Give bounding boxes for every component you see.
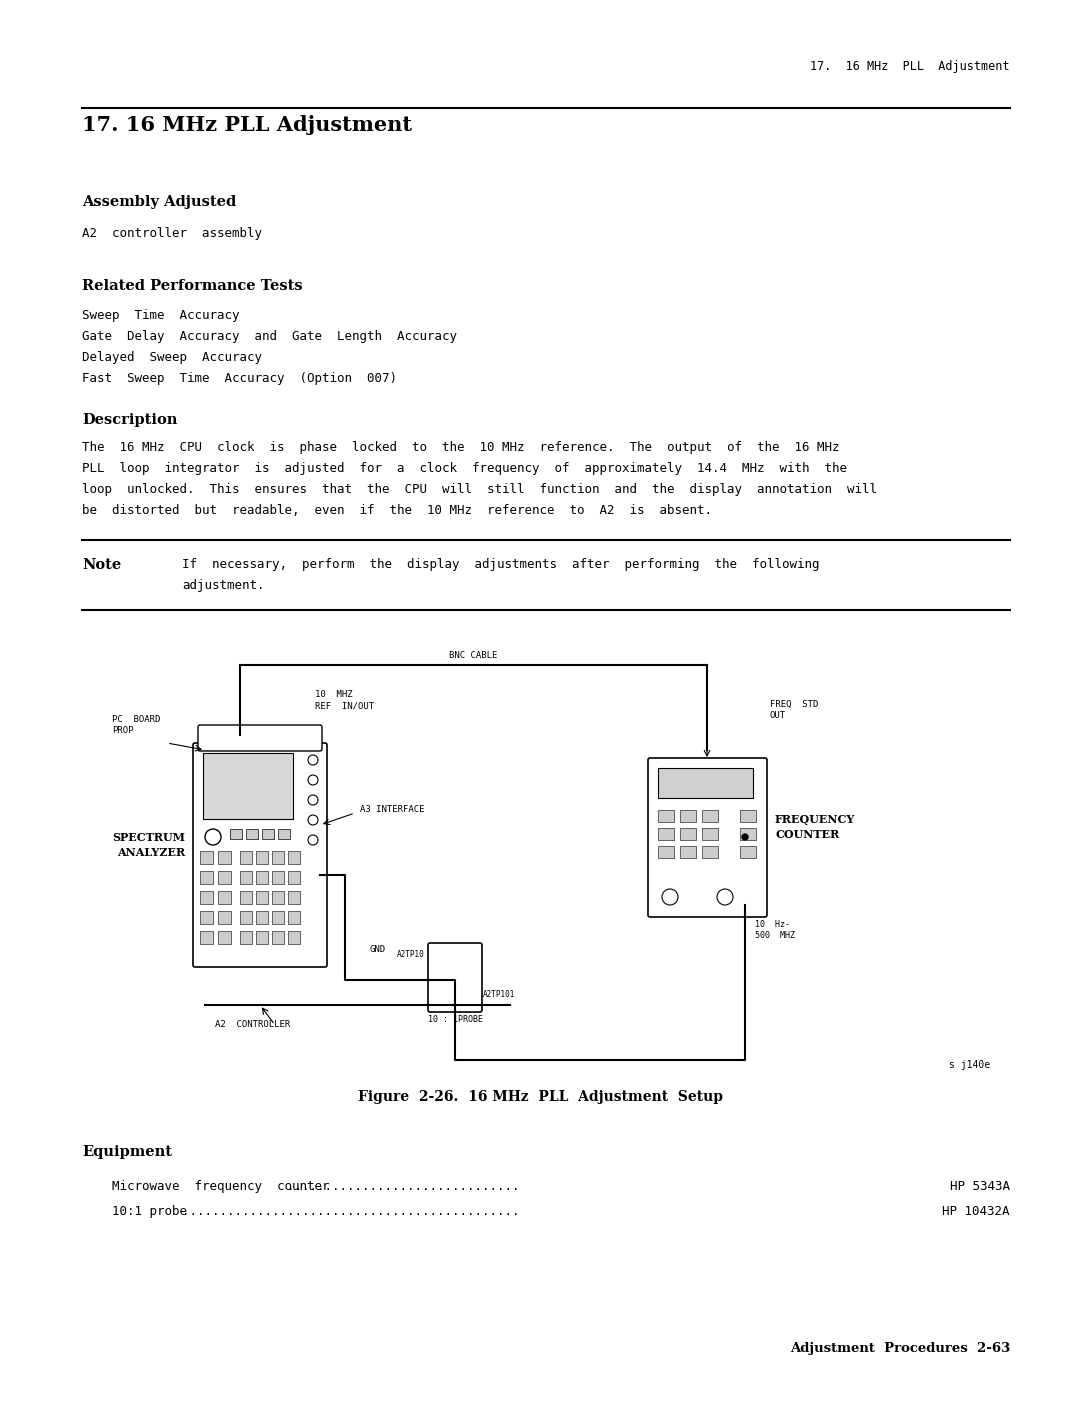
Text: A2  controller  assembly: A2 controller assembly [82, 228, 262, 240]
Bar [200, 932, 213, 944]
Bar [272, 851, 284, 864]
Text: FREQUENCY
COUNTER: FREQUENCY COUNTER [775, 815, 855, 840]
Text: Figure  2-26.  16 MHz  PLL  Adjustment  Setup: Figure 2-26. 16 MHz PLL Adjustment Setup [357, 1090, 723, 1104]
Text: s j140e: s j140e [949, 1059, 990, 1071]
Bar [658, 828, 674, 840]
Bar [240, 891, 252, 903]
Text: 10  MHZ
REF  IN/OUT: 10 MHZ REF IN/OUT [315, 690, 374, 710]
Text: Related Performance Tests: Related Performance Tests [82, 280, 302, 294]
Text: 10  Hz-
500  MHZ: 10 Hz- 500 MHZ [755, 920, 795, 940]
Bar [256, 851, 268, 864]
Bar [240, 932, 252, 944]
Text: If  necessary,  perform  the  display  adjustments  after  performing  the  foll: If necessary, perform the display adjust… [183, 558, 820, 570]
Bar [256, 932, 268, 944]
Text: 17.  16 MHz  PLL  Adjustment: 17. 16 MHz PLL Adjustment [810, 60, 1010, 73]
FancyBboxPatch shape [428, 943, 482, 1012]
Bar [288, 891, 300, 903]
Bar [262, 829, 274, 839]
Text: Sweep  Time  Accuracy: Sweep Time Accuracy [82, 309, 240, 322]
Bar [680, 828, 696, 840]
Bar [256, 871, 268, 884]
Bar [240, 871, 252, 884]
Bar [200, 891, 213, 903]
Text: ...............................: ............................... [287, 1180, 519, 1193]
Text: A2TP10: A2TP10 [397, 950, 426, 960]
Bar [740, 811, 756, 822]
Bar [240, 910, 252, 924]
Text: PC  BOARD
PROP: PC BOARD PROP [112, 715, 160, 735]
Text: loop  unlocked.  This  ensures  that  the  CPU  will  still  function  and  the : loop unlocked. This ensures that the CPU… [82, 483, 877, 496]
Text: Description: Description [82, 413, 177, 427]
Text: Adjustment  Procedures  2-63: Adjustment Procedures 2-63 [789, 1342, 1010, 1354]
Bar [658, 846, 674, 858]
Bar [288, 851, 300, 864]
Text: 17. 16 MHz PLL Adjustment: 17. 16 MHz PLL Adjustment [82, 115, 411, 135]
Bar [702, 846, 718, 858]
Bar [218, 871, 231, 884]
Bar [288, 932, 300, 944]
Text: 10:1 probe: 10:1 probe [112, 1205, 187, 1218]
Bar [272, 891, 284, 903]
Text: Delayed  Sweep  Accuracy: Delayed Sweep Accuracy [82, 351, 262, 364]
Bar [200, 910, 213, 924]
Bar [218, 910, 231, 924]
Bar [272, 871, 284, 884]
Bar [278, 829, 291, 839]
Bar [702, 828, 718, 840]
Text: FREQ  STD
OUT: FREQ STD OUT [770, 700, 819, 721]
Text: HP 5343A: HP 5343A [950, 1180, 1010, 1193]
Bar [240, 851, 252, 864]
Bar [200, 851, 213, 864]
Bar [680, 811, 696, 822]
Bar [658, 811, 674, 822]
FancyBboxPatch shape [193, 743, 327, 967]
Text: .............................................: ........................................… [183, 1205, 519, 1218]
Bar [218, 851, 231, 864]
Text: Assembly Adjusted: Assembly Adjusted [82, 195, 237, 209]
Text: be  distorted  but  readable,  even  if  the  10 MHz  reference  to  A2  is  abs: be distorted but readable, even if the 1… [82, 504, 712, 517]
Bar [740, 846, 756, 858]
FancyBboxPatch shape [648, 759, 767, 917]
Text: Note: Note [82, 558, 121, 572]
Bar [658, 769, 753, 798]
Text: 10 : 1PROBE: 10 : 1PROBE [428, 1014, 483, 1024]
Text: GND: GND [370, 946, 387, 954]
Bar [288, 871, 300, 884]
Text: The  16 MHz  CPU  clock  is  phase  locked  to  the  10 MHz  reference.  The  ou: The 16 MHz CPU clock is phase locked to … [82, 441, 839, 454]
Text: Equipment: Equipment [82, 1145, 172, 1159]
Bar [702, 811, 718, 822]
Text: SPECTRUM
ANALYZER: SPECTRUM ANALYZER [112, 832, 185, 858]
Text: Gate  Delay  Accuracy  and  Gate  Length  Accuracy: Gate Delay Accuracy and Gate Length Accu… [82, 330, 457, 343]
Bar [740, 828, 756, 840]
Bar [256, 891, 268, 903]
Bar [246, 829, 258, 839]
Bar [256, 910, 268, 924]
Text: A2  CONTROLLER: A2 CONTROLLER [215, 1020, 291, 1028]
Text: HP 10432A: HP 10432A [943, 1205, 1010, 1218]
Bar [272, 932, 284, 944]
Text: PLL  loop  integrator  is  adjusted  for  a  clock  frequency  of  approximately: PLL loop integrator is adjusted for a cl… [82, 462, 847, 475]
Bar [680, 846, 696, 858]
Text: Microwave  frequency  counter: Microwave frequency counter [112, 1180, 345, 1193]
Bar [272, 910, 284, 924]
Text: BNC CABLE: BNC CABLE [449, 651, 497, 660]
Bar [200, 871, 213, 884]
Bar [218, 891, 231, 903]
Bar [218, 932, 231, 944]
Text: A2TP101: A2TP101 [483, 991, 515, 999]
Bar [230, 829, 242, 839]
Bar [203, 753, 293, 819]
Text: adjustment.: adjustment. [183, 579, 265, 592]
Text: A3 INTERFACE: A3 INTERFACE [360, 805, 424, 813]
FancyBboxPatch shape [198, 725, 322, 752]
Bar [288, 910, 300, 924]
Text: Fast  Sweep  Time  Accuracy  (Option  007): Fast Sweep Time Accuracy (Option 007) [82, 372, 397, 385]
Circle shape [742, 835, 748, 840]
